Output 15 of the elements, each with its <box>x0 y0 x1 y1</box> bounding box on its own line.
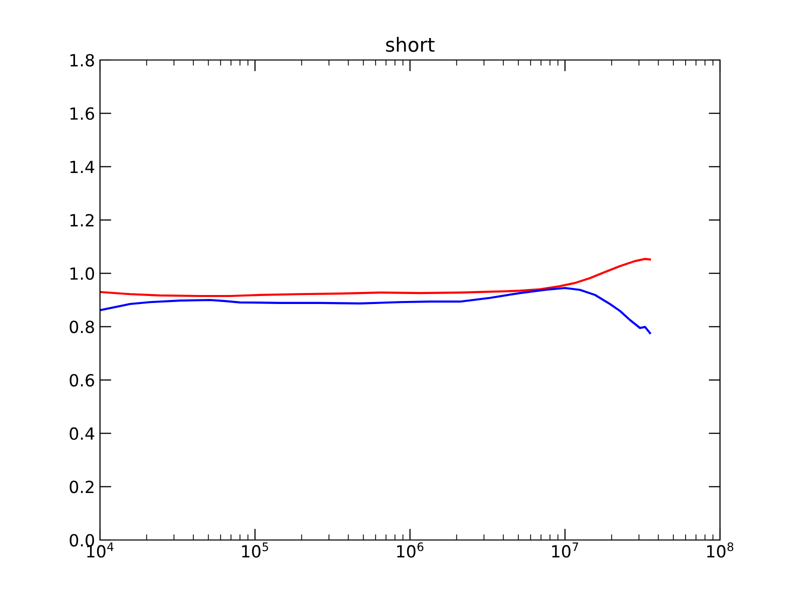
y-tick-label: 1.6 <box>70 107 94 120</box>
y-tick-label: 1.4 <box>70 160 94 173</box>
y-tick-label: 0.6 <box>70 374 94 387</box>
y-tick-label: 1.2 <box>70 214 94 226</box>
y-tick-label: 0.0 <box>70 534 94 547</box>
x-tick-label: 10$^{5}$ <box>242 542 268 558</box>
x-tick-label: 10$^{7}$ <box>552 542 578 558</box>
y-tick-label: 1.8 <box>70 54 94 67</box>
y-tick-label: 0.4 <box>70 427 94 440</box>
y-tick-label: 0.8 <box>70 320 94 334</box>
x-tick-label: 10$^{8}$ <box>707 542 734 558</box>
y-tick-label: 0.2 <box>70 480 94 494</box>
y-tick-label: 1.0 <box>70 267 94 280</box>
chart-title: short <box>386 36 435 52</box>
x-tick-label: 10$^{6}$ <box>397 542 424 558</box>
